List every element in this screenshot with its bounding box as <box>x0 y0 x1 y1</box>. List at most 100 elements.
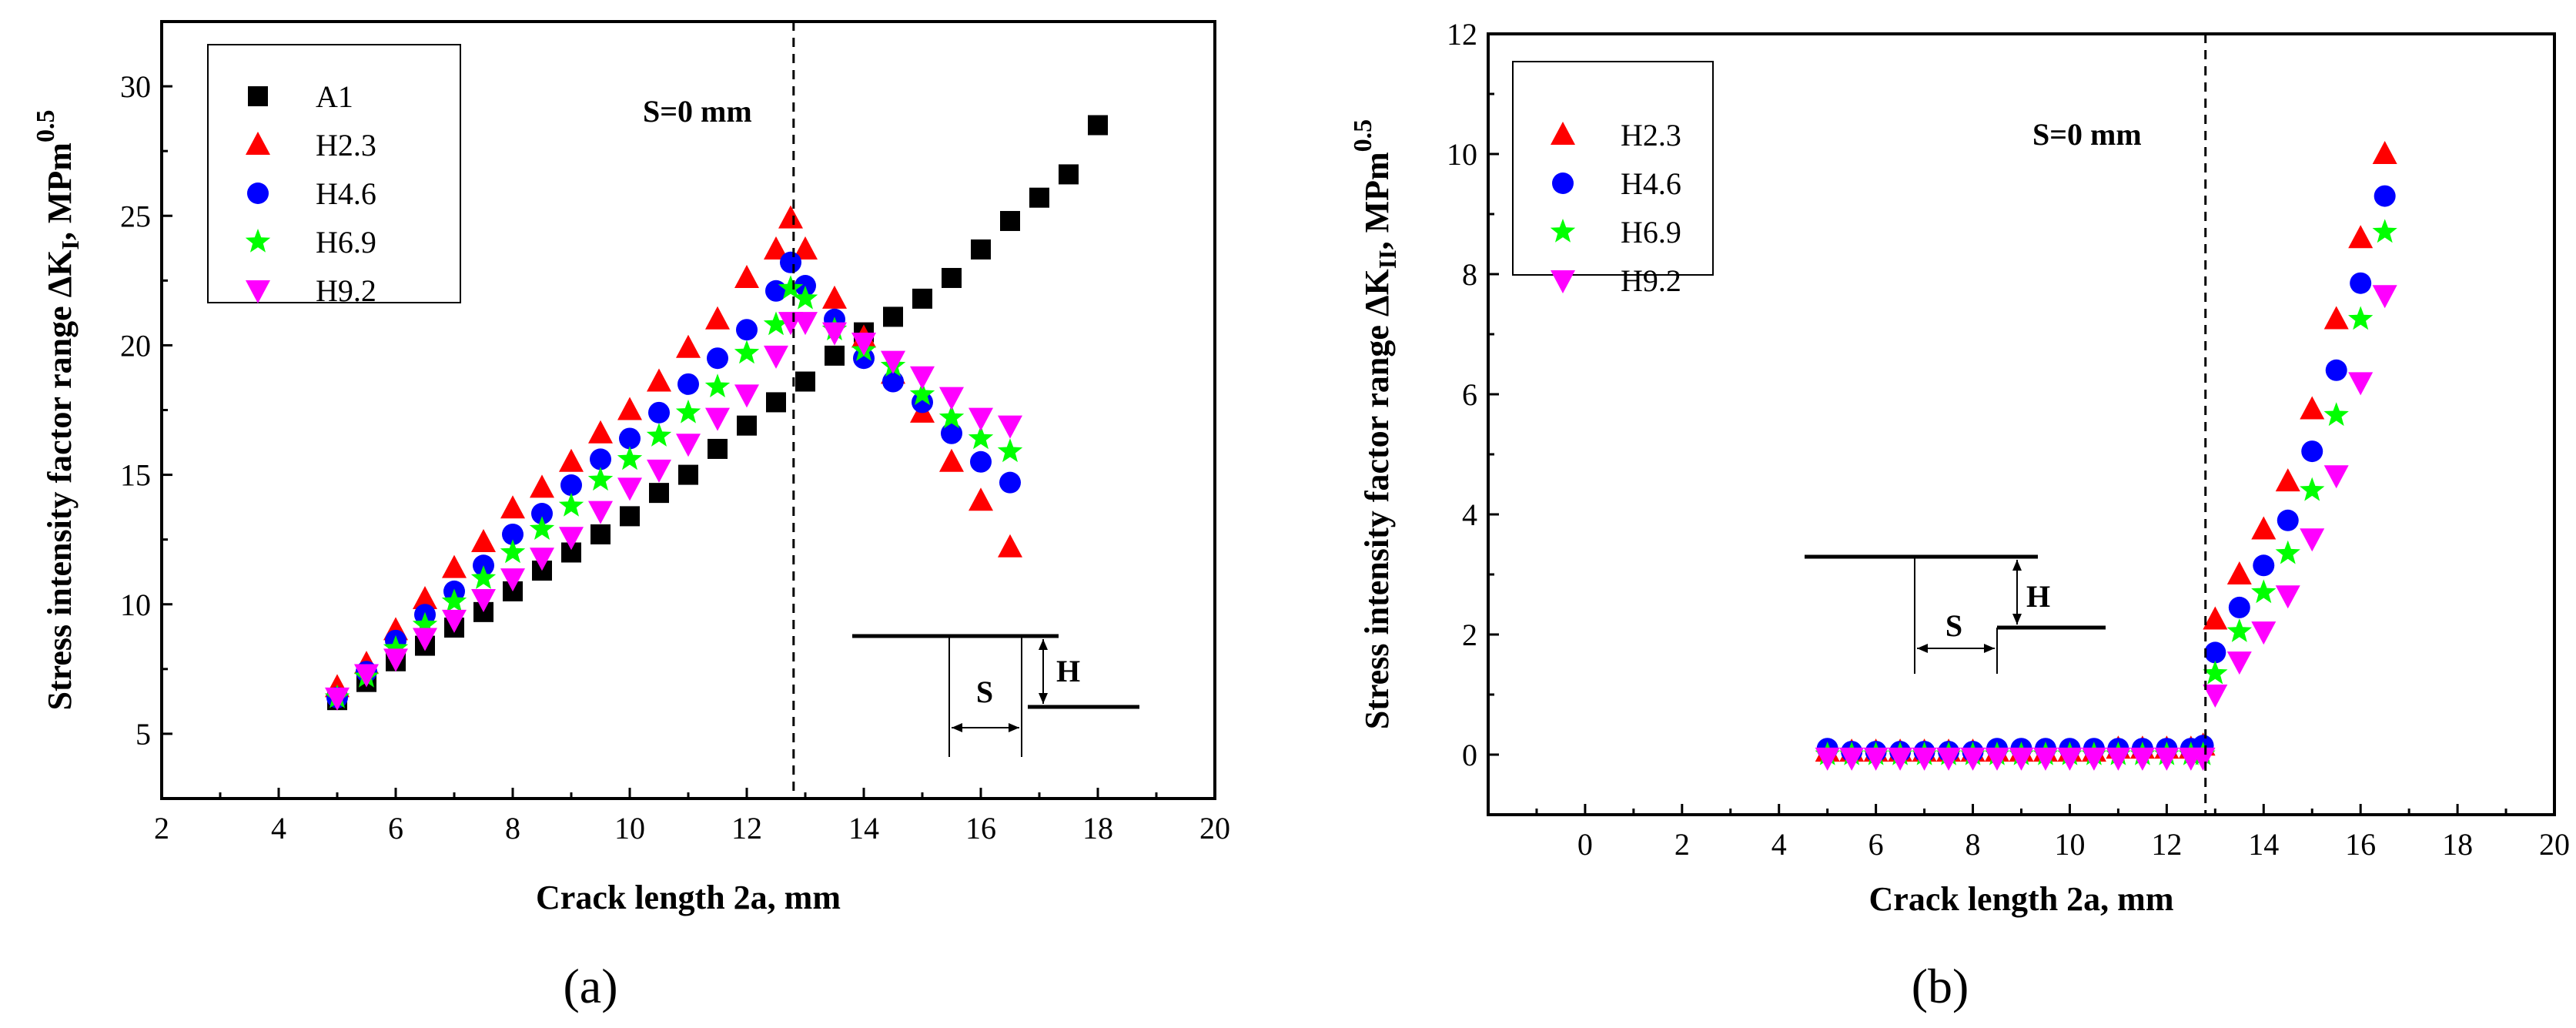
legend-marker <box>247 182 269 204</box>
data-point <box>413 628 437 651</box>
data-point <box>2203 660 2228 685</box>
panel-a-inset-s-arrowhead-right <box>1009 723 1019 732</box>
panel-b-y-axis-title-superscript: 0.5 <box>1349 119 1377 152</box>
data-point <box>2348 225 2374 249</box>
data-point <box>734 340 760 364</box>
data-point <box>778 205 803 229</box>
data-point <box>559 448 584 472</box>
panel-a-y-axis-title: Stress intensity factor range ΔKI, MPm0.… <box>32 110 84 711</box>
x-tick-label: 12 <box>731 811 762 846</box>
legend-label: A1 <box>316 79 353 114</box>
x-tick-label: 16 <box>2345 827 2376 862</box>
y-tick-label: 10 <box>1447 137 1477 172</box>
panel-b-inset-h-label: H <box>2026 579 2050 614</box>
data-point <box>442 609 467 633</box>
data-point <box>1888 747 1913 771</box>
legend-marker <box>246 132 270 155</box>
data-point <box>2350 272 2372 294</box>
data-point <box>969 487 993 511</box>
panel-b-plot-frame <box>1487 32 2556 816</box>
panel-a-y-axis-title-unit: , MPm <box>41 142 79 240</box>
panel-a-label: (a) <box>563 959 617 1013</box>
panel-b-y-axis-title-main: Stress intensity factor range ΔK <box>1358 269 1396 729</box>
data-point <box>2372 219 2397 243</box>
data-point <box>910 366 935 390</box>
legend-label: H6.9 <box>316 225 376 260</box>
x-tick-label: 4 <box>1771 827 1787 862</box>
x-tick-label: 14 <box>848 811 879 846</box>
data-point <box>354 664 379 688</box>
panel-b-s0-annotation: S=0 mm <box>2032 117 2142 152</box>
data-point <box>325 687 350 711</box>
data-point <box>941 422 962 444</box>
data-point <box>2372 285 2397 309</box>
panel-b-label: (b) <box>1912 959 1969 1013</box>
data-point <box>500 568 525 592</box>
y-tick-label: 8 <box>1462 257 1477 292</box>
data-point <box>912 288 932 309</box>
y-tick-label: 2 <box>1462 618 1477 652</box>
x-tick-label: 2 <box>154 811 169 846</box>
panel-a-s0-annotation: S=0 mm <box>643 94 752 129</box>
data-point <box>2081 747 2106 771</box>
legend-label: H9.2 <box>316 273 376 308</box>
data-point <box>2251 516 2277 540</box>
x-tick-label: 8 <box>1965 827 1981 862</box>
data-point <box>383 648 408 672</box>
data-point <box>383 635 409 659</box>
data-point <box>617 446 643 470</box>
data-point <box>792 285 818 310</box>
data-point <box>558 492 584 517</box>
data-point <box>822 322 847 346</box>
data-point <box>2190 747 2216 771</box>
legend-marker <box>1552 172 1574 194</box>
data-point <box>968 425 994 450</box>
data-point <box>412 611 438 636</box>
data-point <box>2374 185 2396 207</box>
data-point <box>647 459 671 483</box>
data-point <box>619 427 641 450</box>
data-point <box>530 474 554 498</box>
panel-b-inset-s-arrowhead-left <box>1917 644 1928 653</box>
data-point <box>470 565 497 589</box>
data-point <box>736 319 758 341</box>
x-tick-label: 20 <box>1199 811 1230 846</box>
data-point <box>909 381 935 406</box>
data-point <box>1029 187 1049 208</box>
data-point <box>822 285 847 309</box>
data-point <box>2253 554 2275 577</box>
data-point <box>999 471 1021 494</box>
data-point <box>1936 747 1962 771</box>
data-point <box>620 506 640 527</box>
data-point <box>764 236 788 260</box>
data-point <box>590 448 611 470</box>
data-point <box>795 371 815 392</box>
data-point <box>881 350 905 374</box>
data-point <box>2204 641 2226 664</box>
x-tick-label: 20 <box>2539 827 2570 862</box>
data-point <box>1000 210 1020 231</box>
series-h2-3 <box>325 205 1022 698</box>
data-point <box>2323 402 2349 427</box>
y-tick-label: 15 <box>120 458 151 493</box>
data-point <box>939 448 964 472</box>
data-point <box>793 312 818 336</box>
panel-b-geometry-inset: S H <box>1805 554 2106 674</box>
panel-b-legend: H2.3 H4.6 H6.9 H9.2 <box>1512 61 1714 298</box>
panel-b-inset-s-label: S <box>1945 608 1962 643</box>
data-point <box>971 239 991 260</box>
x-tick-label: 12 <box>2151 827 2182 862</box>
data-point <box>587 467 614 491</box>
data-point <box>588 420 613 444</box>
data-point <box>793 236 818 260</box>
data-point <box>2275 585 2300 609</box>
data-point <box>2277 509 2299 531</box>
data-point <box>851 333 876 357</box>
data-point <box>2251 621 2277 645</box>
data-point <box>942 267 962 288</box>
legend-label: H6.9 <box>1621 215 1681 249</box>
data-point <box>764 345 788 369</box>
panel-a-legend: A1 H2.3 H4.6 H6.9 H9.2 <box>207 44 461 308</box>
legend-marker <box>245 229 271 253</box>
panel-a-plot-frame <box>160 20 1216 800</box>
